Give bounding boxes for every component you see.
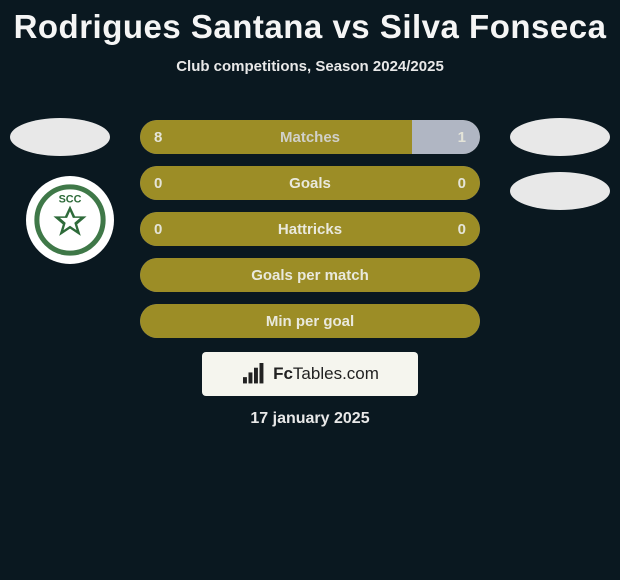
subtitle: Club competitions, Season 2024/2025 bbox=[0, 58, 620, 75]
club-badge-icon: SCC bbox=[34, 184, 106, 256]
flag-right-top bbox=[510, 118, 610, 156]
bars-icon bbox=[241, 363, 267, 385]
brand-prefix: Fc bbox=[273, 364, 293, 383]
brand-logo-box: FcTables.com bbox=[202, 352, 418, 396]
stat-row: Goals per match bbox=[140, 258, 480, 292]
stat-bars-container: 81Matches 00Goals 00Hattricks Goals per mat… bbox=[140, 120, 480, 350]
flag-left bbox=[10, 118, 110, 156]
flag-right-bottom bbox=[510, 172, 610, 210]
page-title: Rodrigues Santana vs Silva Fonseca bbox=[0, 0, 620, 46]
badge-text: SCC bbox=[59, 194, 82, 206]
brand-suffix: Tables.com bbox=[293, 364, 379, 383]
brand-text: FcTables.com bbox=[273, 364, 379, 384]
date-label: 17 january 2025 bbox=[0, 410, 620, 428]
stat-row: Min per goal bbox=[140, 304, 480, 338]
stat-row: 00Hattricks bbox=[140, 212, 480, 246]
stat-label: Hattricks bbox=[140, 221, 480, 238]
club-badge: SCC bbox=[26, 176, 114, 264]
stat-label: Min per goal bbox=[140, 313, 480, 330]
stat-row: 00Goals bbox=[140, 166, 480, 200]
stat-label: Matches bbox=[140, 129, 480, 146]
stat-label: Goals bbox=[140, 175, 480, 192]
stat-label: Goals per match bbox=[140, 267, 480, 284]
stat-row: 81Matches bbox=[140, 120, 480, 154]
